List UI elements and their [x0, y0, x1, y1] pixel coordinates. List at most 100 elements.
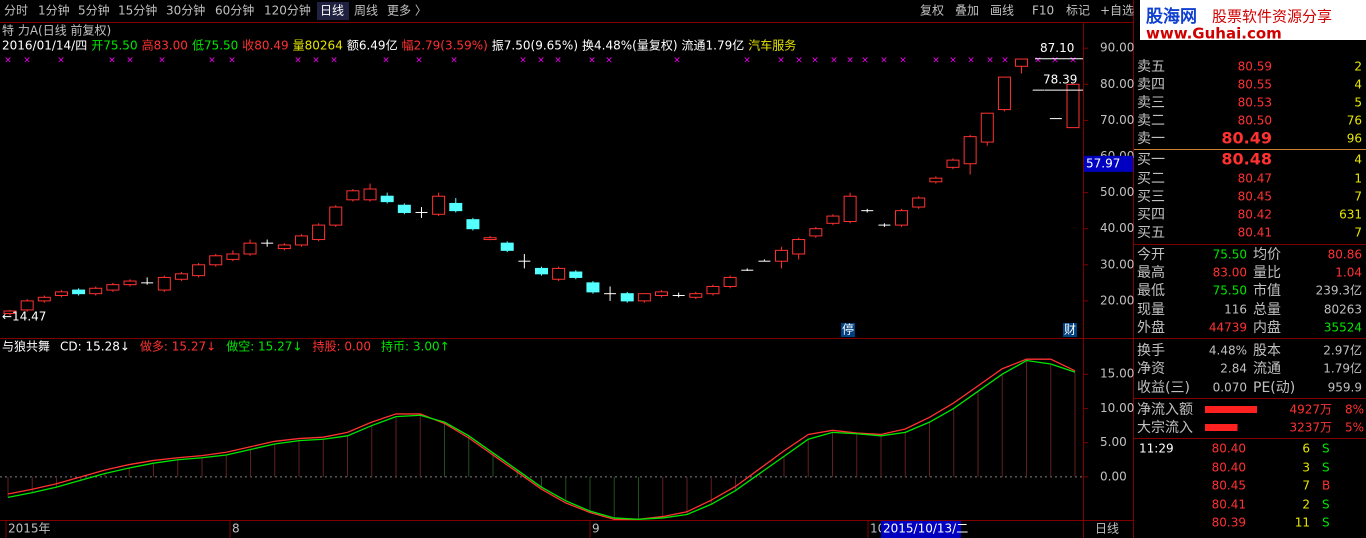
candle-body — [775, 249, 789, 262]
candle-body — [277, 244, 291, 250]
trade-side: S — [1322, 516, 1330, 530]
tab[interactable]: 周线 — [354, 4, 378, 18]
stat-value: 4.48% — [1209, 344, 1247, 358]
book-label: 买二 — [1137, 171, 1165, 187]
signal-marker: × — [830, 56, 838, 66]
tab[interactable]: 5分钟 — [78, 3, 110, 18]
tab[interactable]: 60分钟 — [215, 3, 254, 18]
stat-value: 2.97亿 — [1323, 343, 1362, 358]
book-label: 买三 — [1137, 189, 1165, 205]
toolbar-button[interactable]: 叠加 — [955, 4, 979, 18]
info-item: 低75.50 — [192, 39, 238, 53]
candle-body — [20, 300, 34, 311]
signal-marker: × — [415, 56, 423, 66]
annotation-label: 78.39 — [1043, 73, 1077, 87]
info-item: 收80.49 — [242, 39, 288, 53]
toolbar-button[interactable]: 标记 — [1066, 4, 1090, 18]
signal-marker: × — [312, 56, 320, 66]
tab[interactable]: 日线 — [320, 4, 344, 18]
indicator-label: 持币: 3.00↑ — [381, 339, 450, 354]
candle-body — [157, 276, 171, 291]
candle-body — [294, 235, 308, 246]
indicator-label: CD: 15.28↓ — [60, 340, 130, 354]
candle-body — [72, 289, 86, 295]
toolbar-button[interactable]: 画线 — [990, 4, 1014, 18]
trade-volume: 7 — [1302, 479, 1310, 493]
book-volume: 4 — [1354, 153, 1362, 167]
stat-value: 116 — [1224, 303, 1247, 317]
candle-body — [792, 239, 806, 255]
candle-body — [209, 255, 223, 266]
tab[interactable]: 15分钟 — [118, 3, 157, 18]
flow-amount: 4927万 — [1289, 403, 1332, 417]
candle-body — [1066, 83, 1080, 129]
info-item: 开75.50 — [91, 39, 137, 53]
signal-marker: × — [57, 56, 65, 66]
signal-marker: × — [605, 56, 613, 66]
tab[interactable]: 120分钟 — [264, 3, 311, 18]
event-marker[interactable]: 财 — [1064, 323, 1076, 337]
stat-label: 最低 — [1137, 283, 1165, 299]
candle-body — [689, 293, 703, 298]
stat-value: 83.00 — [1213, 266, 1247, 280]
event-marker-bg — [1063, 323, 1077, 337]
stat-label: PE(动) — [1253, 380, 1295, 396]
info-item: 汽车服务 — [748, 38, 796, 53]
book-price: 80.55 — [1238, 78, 1272, 92]
date-label: 9 — [592, 522, 600, 536]
tab-active-bg — [317, 2, 349, 20]
signal-marker: × — [330, 56, 338, 66]
signal-marker: × — [1034, 56, 1042, 66]
tab[interactable]: 分时 — [4, 4, 28, 18]
info-item: 幅2.79(3.59%) — [402, 38, 488, 53]
trade-volume: 2 — [1302, 498, 1310, 512]
signal-marker: × — [743, 56, 751, 66]
trade-volume: 3 — [1302, 461, 1310, 475]
stat-value: 1.79亿 — [1323, 361, 1362, 376]
signal-marker: × — [932, 56, 940, 66]
signal-marker: × — [108, 56, 116, 66]
book-price: 80.45 — [1238, 190, 1272, 204]
tab[interactable]: 1分钟 — [38, 3, 70, 18]
date-label: 2015年 — [8, 522, 51, 536]
y-tick-label: 50.00 — [1100, 185, 1134, 199]
stat-value: 0.070 — [1213, 381, 1247, 395]
stat-value: 239.3亿 — [1316, 283, 1362, 298]
y-tick-label: 20.00 — [1100, 293, 1134, 307]
candle-body — [723, 276, 737, 287]
book-label: 卖一 — [1137, 131, 1165, 147]
trade-price: 80.40 — [1212, 461, 1246, 475]
stat-value: 44739 — [1209, 321, 1247, 335]
toolbar-button[interactable]: +自选 — [1100, 4, 1134, 18]
stat-label: 净资 — [1137, 361, 1165, 377]
stat-label: 现量 — [1137, 302, 1165, 318]
candle-body — [552, 267, 566, 280]
flow-bar — [1205, 406, 1257, 413]
stat-label: 外盘 — [1137, 319, 1165, 336]
signal-marker: × — [673, 56, 681, 66]
signal-marker: × — [294, 56, 302, 66]
indicator-label: 做空: 15.27↓ — [226, 339, 302, 354]
y-tick-label: 80.00 — [1100, 77, 1134, 91]
candle-body — [929, 177, 943, 183]
candle-body — [895, 210, 909, 226]
tab[interactable]: 30分钟 — [166, 3, 205, 18]
event-marker[interactable]: 停 — [842, 322, 854, 337]
period-label[interactable]: 日线 — [1095, 522, 1119, 536]
toolbar-button[interactable]: 复权 — [920, 4, 944, 18]
stat-value: 2.84 — [1220, 362, 1247, 376]
book-volume: 5 — [1354, 96, 1362, 110]
annotation-label: 87.10 — [1040, 41, 1074, 55]
stat-label: 总量 — [1253, 302, 1281, 318]
date-cursor-bg — [881, 521, 961, 538]
stat-label: 流通 — [1253, 361, 1281, 377]
candle-body — [826, 215, 840, 224]
toolbar-button[interactable]: F10 — [1032, 4, 1054, 18]
tab[interactable]: 更多 〉 — [387, 4, 427, 18]
info-item: 额6.49亿 — [347, 38, 398, 53]
info-item: 2016/01/14/四 — [2, 39, 87, 53]
book-volume: 4 — [1354, 78, 1362, 92]
candle-body — [174, 273, 188, 280]
signal-marker: × — [1051, 56, 1059, 66]
logo-slogan: 股票软件资源分享 — [1212, 8, 1332, 26]
